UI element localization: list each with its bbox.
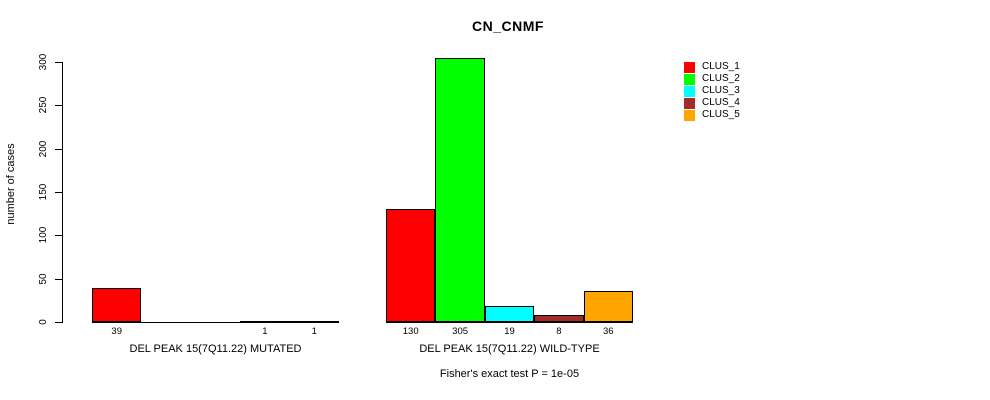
legend-label: CLUS_2	[702, 73, 740, 84]
y-tick-label: 100	[38, 226, 49, 244]
bar	[240, 321, 290, 323]
y-tick	[55, 192, 62, 193]
bar-value-label: 19	[504, 326, 515, 337]
legend-swatch	[684, 110, 695, 121]
legend-label: CLUS_1	[702, 61, 740, 72]
bar-value-label: 1	[262, 326, 268, 337]
bar	[484, 306, 535, 322]
legend-label: CLUS_5	[702, 109, 740, 120]
bar	[583, 291, 633, 322]
y-tick-label: 0	[38, 319, 49, 325]
category-label: DEL PEAK 15(7Q11.22) WILD-TYPE	[419, 343, 600, 355]
bar	[289, 321, 339, 323]
y-tick	[55, 105, 62, 107]
y-tick	[55, 62, 62, 63]
y-tick	[55, 148, 62, 150]
x-axis-line	[92, 322, 339, 323]
legend-label: CLUS_3	[702, 85, 740, 96]
fisher-test-annotation: Fisher's exact test P = 1e-05	[439, 368, 580, 380]
y-tick-label: 150	[38, 183, 49, 201]
bar	[386, 209, 436, 322]
legend-swatch	[684, 86, 695, 97]
x-axis-line	[386, 322, 633, 323]
legend-label: CLUS_4	[702, 97, 740, 108]
bar-value-label: 39	[111, 326, 122, 337]
y-tick	[55, 278, 62, 280]
bar-value-label: 36	[603, 326, 614, 337]
y-tick	[55, 235, 62, 237]
y-tick	[55, 322, 62, 323]
y-tick-label: 200	[38, 140, 49, 157]
bar	[92, 288, 142, 322]
bar-value-label: 130	[402, 326, 419, 337]
y-tick-label: 250	[38, 96, 49, 114]
legend-swatch	[684, 98, 695, 109]
y-axis-title: number of cases	[5, 143, 17, 225]
bar-value-label: 8	[556, 326, 562, 337]
legend-swatch	[684, 74, 695, 85]
chart-title: CN_CNMF	[472, 18, 544, 34]
category-label: DEL PEAK 15(7Q11.22) MUTATED	[129, 343, 302, 355]
y-tick-label: 300	[38, 53, 49, 71]
bar-value-label: 1	[311, 326, 317, 337]
bar	[534, 315, 584, 322]
y-tick-label: 50	[38, 273, 49, 285]
bar	[435, 58, 485, 322]
y-axis-line	[62, 62, 63, 323]
bar-value-label: 305	[452, 326, 469, 337]
legend-swatch	[684, 62, 695, 73]
